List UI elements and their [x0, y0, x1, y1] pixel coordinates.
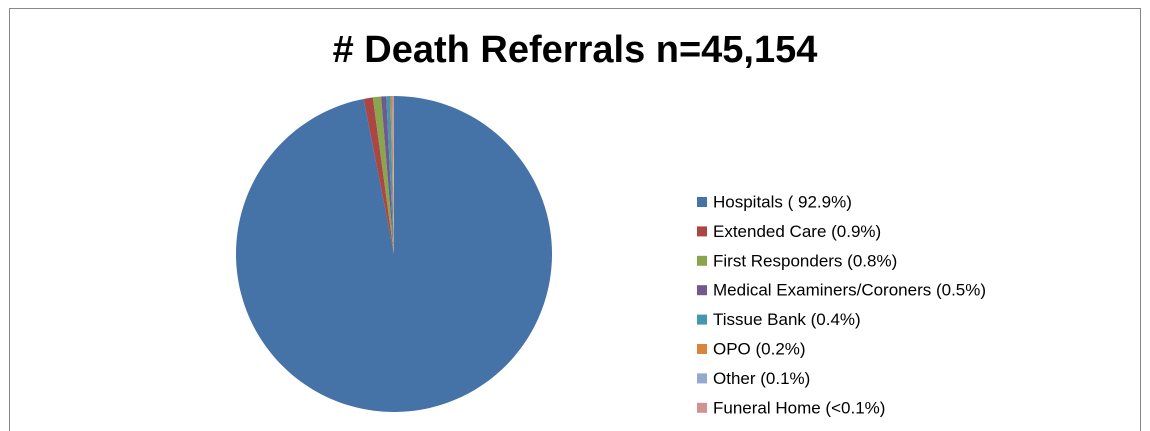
pie-slice: [381, 96, 394, 254]
pie-slice: [386, 96, 394, 254]
legend-swatch: [697, 344, 707, 354]
legend-label: First Responders (0.8%): [713, 251, 897, 270]
legend-label: Medical Examiners/Coroners (0.5%): [713, 281, 986, 300]
pie-slice: [363, 97, 394, 254]
legend-label: Tissue Bank (0.4%): [713, 310, 861, 329]
legend-swatch: [697, 402, 707, 413]
legend-swatch: [697, 373, 707, 384]
legend-label: OPO (0.2%): [713, 339, 806, 358]
pie-slice: [236, 96, 553, 412]
legend-swatch: [697, 226, 707, 237]
legend-swatch: [697, 255, 707, 266]
legend-swatch: [697, 314, 707, 325]
legend-label: Extended Care (0.9%): [713, 222, 881, 241]
legend-label: Other (0.1%): [713, 369, 810, 388]
legend-label: Hospitals ( 92.9%): [713, 192, 852, 211]
chart-title: # Death Referrals n=45,154: [333, 29, 818, 71]
pie-slice: [393, 96, 394, 254]
pie-slice: [390, 96, 394, 255]
pie-slice: [372, 96, 394, 255]
legend-label: Funeral Home (<0.1%): [713, 398, 885, 417]
legend-swatch: [697, 285, 707, 296]
chart-frame: [9, 8, 1141, 431]
legend-swatch: [697, 197, 707, 207]
pie-slice: [392, 96, 394, 254]
